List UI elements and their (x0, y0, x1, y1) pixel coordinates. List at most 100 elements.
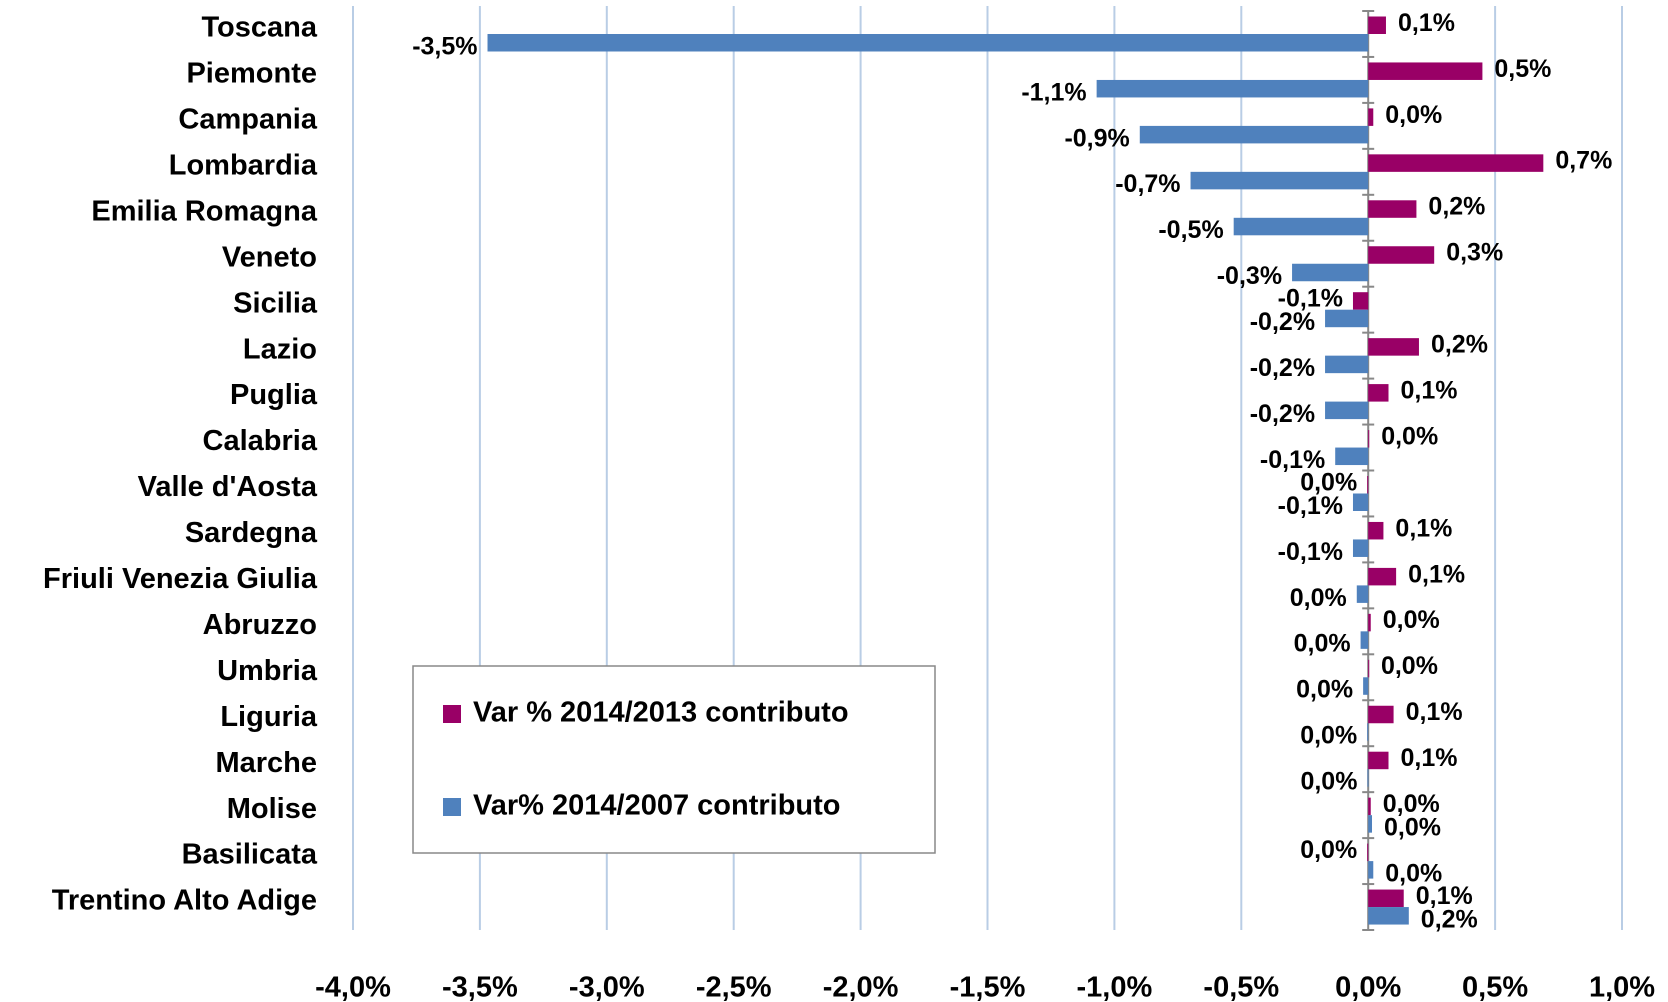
x-tick-label: -2,0% (823, 972, 899, 1002)
x-tick-label: 1,0% (1589, 972, 1655, 1002)
y-tick-label: Campania (178, 104, 317, 136)
bar (1367, 843, 1369, 862)
value-label: 0,2% (1431, 331, 1488, 359)
x-tick-label: -2,5% (696, 972, 772, 1002)
x-tick-label: -1,5% (950, 972, 1026, 1002)
legend-label: Var% 2014/2007 contributo (473, 790, 841, 822)
value-label: 0,3% (1446, 239, 1503, 267)
y-tick-label: Sardegna (185, 517, 318, 549)
bar (1368, 200, 1417, 218)
value-label: -0,7% (1115, 170, 1180, 198)
bar (1368, 246, 1435, 264)
value-label: 0,0% (1290, 584, 1347, 612)
bar (1363, 677, 1369, 695)
value-label: -0,2% (1250, 308, 1315, 336)
bar (1368, 907, 1409, 925)
bar (1335, 447, 1369, 466)
value-label: -0,1% (1260, 446, 1325, 474)
bar (1360, 631, 1369, 649)
value-label: 0,0% (1383, 790, 1440, 818)
value-label: 0,0% (1300, 468, 1357, 496)
value-label: -0,2% (1250, 400, 1315, 428)
value-label: 0,1% (1416, 882, 1473, 910)
bar (1368, 751, 1389, 770)
bar (1368, 705, 1394, 724)
bar (1368, 861, 1374, 879)
x-tick-label: -3,0% (569, 972, 645, 1002)
bar (1368, 659, 1370, 678)
bar (1352, 493, 1369, 511)
y-tick-label: Molise (227, 793, 317, 825)
value-label: 0,0% (1381, 422, 1438, 450)
y-tick-label: Lazio (243, 333, 317, 365)
value-label: 0,1% (1395, 514, 1452, 542)
value-label: -0,1% (1278, 492, 1343, 520)
bar (1139, 125, 1369, 144)
bar (1367, 476, 1369, 494)
value-label: -1,1% (1021, 78, 1086, 106)
value-label: 0,0% (1381, 652, 1438, 680)
bar (1368, 613, 1371, 632)
bar (1368, 108, 1374, 126)
bar (487, 34, 1369, 52)
legend-label: Var % 2014/2013 contributo (473, 697, 849, 729)
bar (1368, 154, 1544, 172)
bar (1325, 355, 1369, 374)
value-label: 0,1% (1398, 9, 1455, 37)
bar (1368, 338, 1419, 356)
bar (1190, 171, 1369, 190)
x-tick-label: -3,5% (442, 972, 518, 1002)
bar (1368, 62, 1483, 80)
value-label: -0,1% (1278, 285, 1343, 313)
bar (1368, 430, 1370, 448)
legend-box (412, 665, 936, 854)
y-tick-label: Basilicata (182, 839, 318, 871)
value-label: 0,0% (1300, 836, 1357, 864)
y-tick-label: Friuli Venezia Giulia (43, 563, 318, 595)
value-label: 0,0% (1383, 606, 1440, 634)
y-tick-label: Valle d'Aosta (138, 471, 318, 503)
y-tick-label: Sicilia (233, 287, 318, 319)
value-label: 0,1% (1406, 698, 1463, 726)
x-tick-label: -1,0% (1077, 972, 1153, 1002)
bar (1367, 769, 1369, 787)
y-tick-label: Liguria (220, 701, 318, 733)
value-label: 0,2% (1428, 193, 1485, 221)
value-label: 0,1% (1401, 744, 1458, 772)
bar (1233, 217, 1369, 236)
bar (1096, 79, 1369, 98)
value-label: 0,0% (1294, 630, 1351, 658)
value-label: -0,2% (1250, 354, 1315, 382)
value-label: 0,1% (1401, 376, 1458, 404)
bar (1352, 292, 1369, 310)
y-tick-label: Piemonte (186, 58, 317, 90)
y-tick-label: Toscana (201, 12, 317, 44)
value-label: 0,1% (1408, 560, 1465, 588)
value-label: 0,0% (1384, 814, 1441, 842)
value-label: 0,0% (1296, 676, 1353, 704)
value-label: 0,0% (1300, 768, 1357, 796)
legend-swatch (443, 705, 461, 723)
x-tick-label: 0,5% (1462, 972, 1528, 1002)
bar (1368, 521, 1384, 540)
bar (1292, 263, 1369, 282)
bar (1356, 585, 1369, 603)
value-label: 0,5% (1494, 55, 1551, 83)
value-label: 0,0% (1385, 101, 1442, 129)
bar (1368, 567, 1397, 586)
bar (1325, 401, 1369, 420)
y-tick-label: Veneto (222, 241, 317, 273)
value-label: -0,9% (1064, 124, 1129, 152)
bar (1325, 309, 1369, 328)
bar (1368, 889, 1404, 908)
y-tick-label: Emilia Romagna (91, 195, 317, 227)
x-tick-label: 0,0% (1335, 972, 1401, 1002)
value-label: 0,2% (1421, 905, 1478, 933)
value-label: 0,0% (1385, 859, 1442, 887)
value-label: -3,5% (412, 32, 477, 60)
bar (1368, 16, 1386, 34)
value-label: -0,5% (1158, 216, 1223, 244)
y-tick-label: Puglia (230, 379, 318, 411)
y-tick-label: Lombardia (169, 149, 318, 181)
